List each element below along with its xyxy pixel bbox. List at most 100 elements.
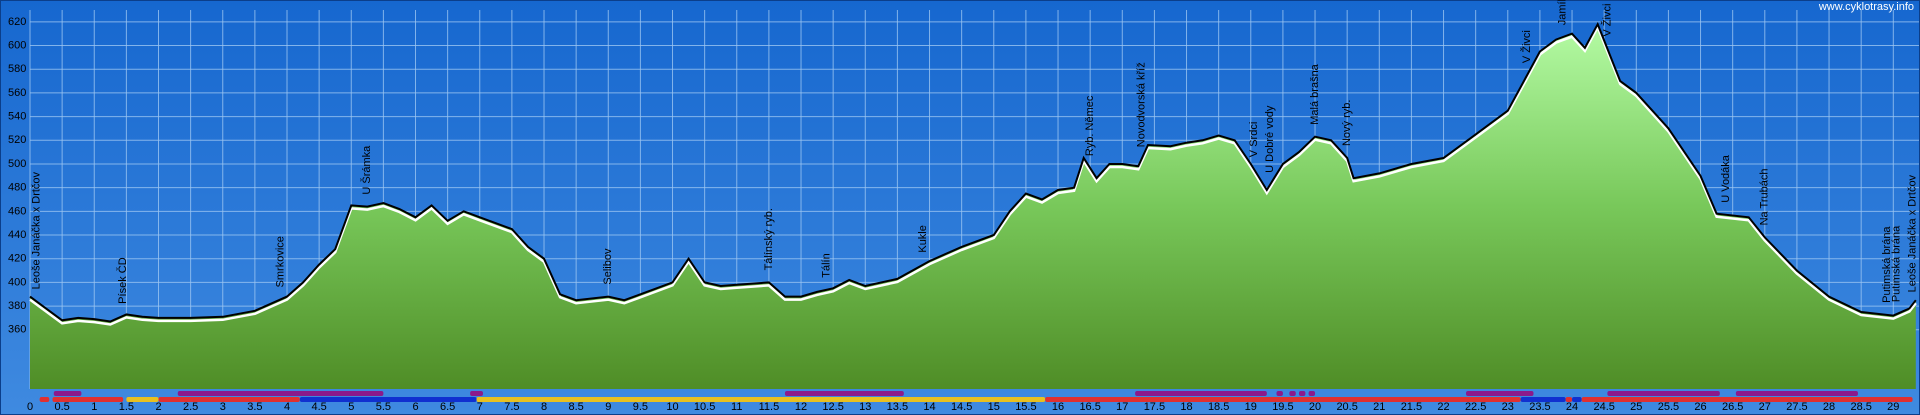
x-tick-label: 15.5 bbox=[1015, 401, 1036, 413]
x-tick-label: 8 bbox=[541, 401, 547, 413]
x-tick-label: 14 bbox=[923, 401, 935, 413]
x-tick-label: 3.5 bbox=[247, 401, 262, 413]
waypoint-label: Leoše Janáčka x Drtčov bbox=[1906, 174, 1918, 292]
x-tick-label: 1.5 bbox=[119, 401, 134, 413]
waypoint-label: Putimská brána bbox=[1890, 225, 1902, 302]
x-tick-label: 25 bbox=[1630, 401, 1642, 413]
waypoint-label: Jamík bbox=[1556, 0, 1568, 25]
x-tick-label: 24 bbox=[1566, 401, 1578, 413]
y-tick-label: 460 bbox=[8, 205, 26, 217]
track-segment bbox=[1572, 397, 1582, 402]
y-tick-label: 540 bbox=[8, 111, 26, 123]
x-tick-label: 11.5 bbox=[759, 401, 780, 413]
y-tick-label: 440 bbox=[8, 229, 26, 241]
x-tick-label: 15 bbox=[988, 401, 1000, 413]
track-segment bbox=[299, 397, 477, 402]
y-tick-label: 420 bbox=[8, 253, 26, 265]
waypoint-label: V Srdci bbox=[1248, 122, 1260, 157]
track-segment bbox=[1581, 397, 1913, 402]
x-tick-label: 27.5 bbox=[1786, 401, 1807, 413]
track-segment bbox=[39, 397, 50, 402]
x-tick-label: 0 bbox=[27, 401, 33, 413]
x-tick-label: 9.5 bbox=[633, 401, 648, 413]
track-segment bbox=[1735, 391, 1858, 396]
x-tick-label: 21 bbox=[1373, 401, 1385, 413]
x-tick-label: 10 bbox=[666, 401, 678, 413]
x-tick-label: 7.5 bbox=[504, 401, 519, 413]
x-tick-label: 9 bbox=[605, 401, 611, 413]
track-segment bbox=[1298, 391, 1306, 396]
y-tick-label: 400 bbox=[8, 276, 26, 288]
waypoint-label: V Živci bbox=[1520, 30, 1533, 63]
x-tick-label: 21.5 bbox=[1401, 401, 1422, 413]
x-tick-label: 14.5 bbox=[951, 401, 972, 413]
profile-shadow bbox=[29, 24, 1917, 326]
track-segment bbox=[1466, 391, 1534, 396]
x-tick-label: 24.5 bbox=[1593, 401, 1614, 413]
x-tick-label: 23 bbox=[1502, 401, 1514, 413]
y-tick-label: 620 bbox=[8, 16, 26, 28]
x-tick-label: 8.5 bbox=[568, 401, 583, 413]
waypoint-label: Novodvorská kříž bbox=[1135, 62, 1147, 147]
track-segment bbox=[52, 397, 124, 402]
x-tick-label: 22 bbox=[1437, 401, 1449, 413]
x-tick-label: 1 bbox=[91, 401, 97, 413]
x-tick-label: 20.5 bbox=[1336, 401, 1357, 413]
x-tick-label: 13.5 bbox=[887, 401, 908, 413]
x-tick-label: 4 bbox=[284, 401, 290, 413]
y-tick-label: 600 bbox=[8, 39, 26, 51]
x-tick-label: 20 bbox=[1309, 401, 1321, 413]
x-tick-label: 27 bbox=[1759, 401, 1771, 413]
x-tick-label: 3 bbox=[220, 401, 226, 413]
x-tick-label: 29 bbox=[1887, 401, 1899, 413]
x-tick-label: 2.5 bbox=[183, 401, 198, 413]
y-tick-label: 520 bbox=[8, 134, 26, 146]
profile-line bbox=[29, 21, 1917, 323]
y-tick-label: 500 bbox=[8, 158, 26, 170]
waypoint-label: Tálínský ryb. bbox=[763, 208, 775, 270]
track-segment bbox=[1289, 391, 1296, 396]
waypoint-label: Nový ryb. bbox=[1341, 100, 1353, 146]
track-segment bbox=[1308, 391, 1316, 396]
waypoint-label: U Dobré vody bbox=[1264, 105, 1276, 173]
track-segment bbox=[126, 397, 159, 402]
track-segment bbox=[1045, 397, 1521, 402]
x-tick-label: 16.5 bbox=[1079, 401, 1100, 413]
x-tick-label: 28.5 bbox=[1850, 401, 1871, 413]
waypoint-label: U Vodáka bbox=[1720, 154, 1732, 203]
waypoint-label: Selibov bbox=[602, 248, 614, 285]
waypoint-label: Ryb. Němec bbox=[1084, 95, 1096, 156]
profile-area bbox=[30, 24, 1916, 389]
y-tick-label: 380 bbox=[8, 300, 26, 312]
track-segment bbox=[476, 397, 1046, 402]
waypoint-label: Malá brašna bbox=[1309, 63, 1321, 124]
x-tick-label: 13 bbox=[859, 401, 871, 413]
waypoint-label: Tálín bbox=[821, 253, 833, 277]
x-tick-label: 26.5 bbox=[1722, 401, 1743, 413]
x-tick-label: 4.5 bbox=[311, 401, 326, 413]
track-segment bbox=[1520, 397, 1566, 402]
x-tick-label: 17.5 bbox=[1144, 401, 1165, 413]
x-tick-label: 17 bbox=[1116, 401, 1128, 413]
x-tick-label: 19 bbox=[1245, 401, 1257, 413]
waypoint-label: Putimská brána bbox=[1881, 226, 1893, 303]
credit: www.cyklotrasy.info bbox=[1818, 1, 1914, 13]
track-segment bbox=[177, 391, 384, 396]
x-tick-label: 19.5 bbox=[1272, 401, 1293, 413]
track-segment bbox=[784, 391, 904, 396]
track-segment bbox=[1565, 397, 1573, 402]
waypoint-label: Smrkovice bbox=[274, 236, 286, 287]
x-tick-label: 28 bbox=[1823, 401, 1835, 413]
waypoint-label: Leoše Janáčka x Drtčov bbox=[30, 171, 42, 289]
x-tick-label: 5.5 bbox=[376, 401, 391, 413]
x-tick-label: 26 bbox=[1694, 401, 1706, 413]
y-tick-label: 580 bbox=[8, 63, 26, 75]
track-segment bbox=[158, 397, 300, 402]
x-tick-label: 18.5 bbox=[1208, 401, 1229, 413]
x-tick-label: 22.5 bbox=[1465, 401, 1486, 413]
x-tick-label: 0.5 bbox=[54, 401, 69, 413]
x-tick-label: 25.5 bbox=[1658, 401, 1679, 413]
waypoint-label: U Šrámka bbox=[360, 145, 373, 195]
x-tick-label: 2 bbox=[155, 401, 161, 413]
